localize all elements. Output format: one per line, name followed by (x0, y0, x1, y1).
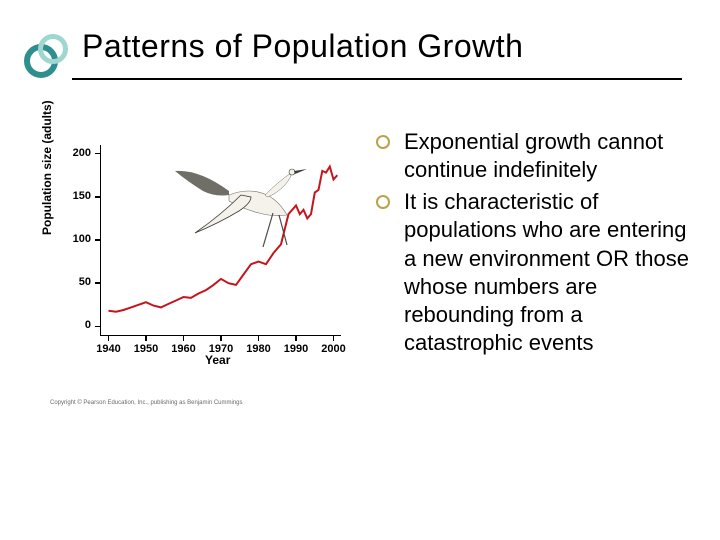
chart-ytick-label: 200 (55, 147, 91, 159)
bullet-list: Exponential growth cannot continue indef… (376, 128, 696, 361)
chart-xtick-label: 1950 (134, 343, 158, 355)
bullet-ring-icon (376, 195, 390, 209)
bullet-ring-icon (376, 135, 390, 149)
slide-title: Patterns of Population Growth (82, 28, 523, 65)
crane-illustration (169, 161, 309, 251)
chart-xtick (145, 335, 147, 341)
chart-ytick-label: 100 (55, 233, 91, 245)
chart-xtick-label: 1970 (209, 343, 233, 355)
bullet-item: Exponential growth cannot continue indef… (376, 128, 696, 184)
chart-xtick-label: 1940 (96, 343, 120, 355)
slide: Patterns of Population Growth Population… (0, 0, 720, 540)
chart-copyright: Copyright © Pearson Education, Inc., pub… (50, 400, 243, 406)
chart-xtick (295, 335, 297, 341)
chart-xtick (333, 335, 335, 341)
chart-ytick-label: 50 (55, 276, 91, 288)
chart-ytick (95, 196, 101, 198)
chart-ytick (95, 239, 101, 241)
title-ornament (24, 34, 68, 78)
bullet-item: It is characteristic of populations who … (376, 188, 696, 357)
ornament-inner-ring (38, 34, 68, 64)
population-chart: Population size (adults) Year 0501001502… (50, 135, 350, 395)
title-underline (72, 78, 682, 80)
chart-ylabel: Population size (adults) (40, 100, 54, 235)
chart-plot-area: 0501001502001940195019601970198019902000 (100, 145, 341, 336)
bullet-text: It is characteristic of populations who … (404, 188, 696, 357)
chart-xtick-label: 1960 (171, 343, 195, 355)
chart-ytick (95, 326, 101, 328)
chart-ytick (95, 153, 101, 155)
bullet-text: Exponential growth cannot continue indef… (404, 128, 696, 184)
chart-xtick (220, 335, 222, 341)
chart-ytick-label: 150 (55, 190, 91, 202)
chart-xtick (108, 335, 110, 341)
chart-xtick-label: 1990 (284, 343, 308, 355)
chart-xlabel: Year (205, 353, 230, 367)
chart-xtick (258, 335, 260, 341)
chart-xtick (183, 335, 185, 341)
chart-ytick (95, 282, 101, 284)
chart-ytick-label: 0 (55, 319, 91, 331)
chart-xtick-label: 2000 (321, 343, 345, 355)
chart-xtick-label: 1980 (246, 343, 270, 355)
